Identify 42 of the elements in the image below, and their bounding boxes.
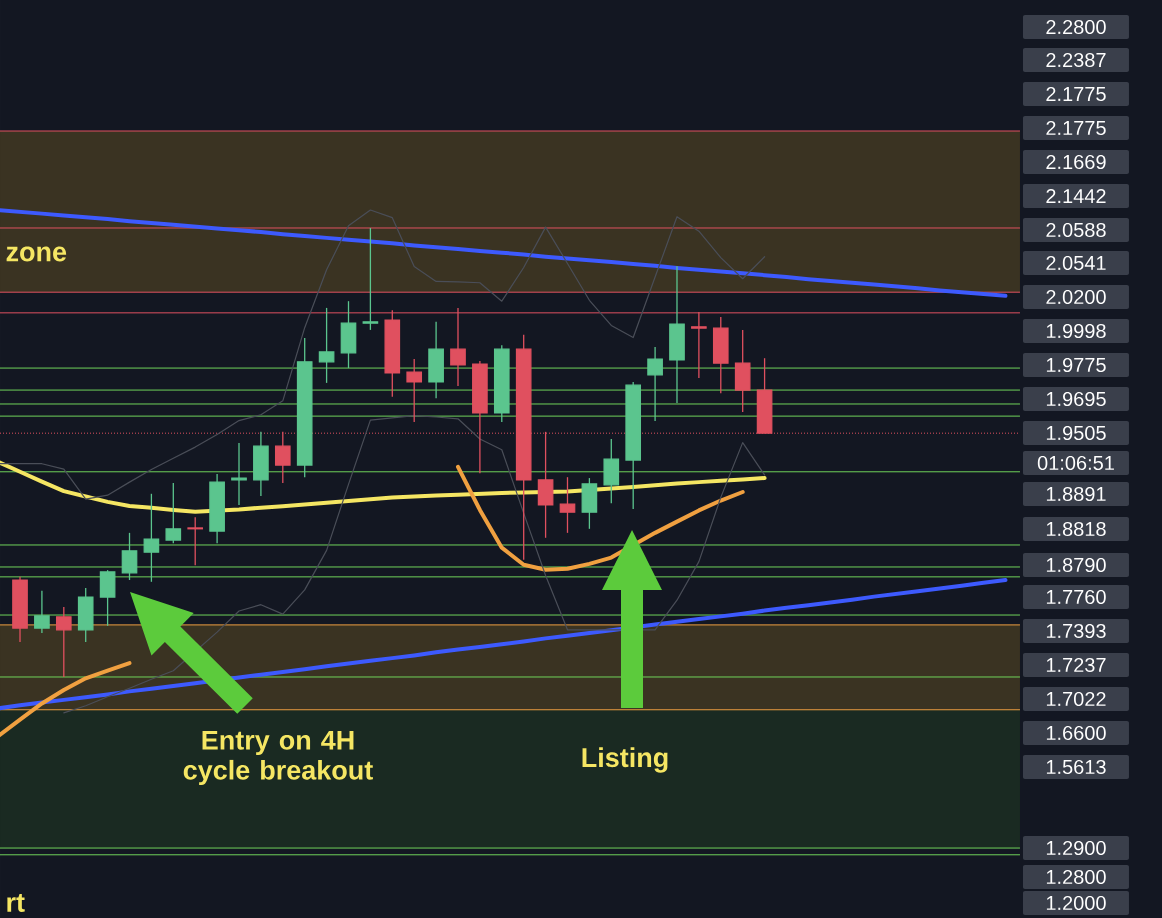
text: 1.7237 [1046, 657, 1106, 673]
annotation: zone [6, 246, 67, 262]
text: 01:06:51 [1037, 455, 1114, 471]
candlestick [121, 532, 138, 581]
text: 2.0588 [1046, 222, 1106, 238]
text: 2.2387 [1046, 52, 1106, 68]
text: 1.9695 [1046, 391, 1106, 407]
text: Listing [582, 747, 668, 773]
candlestick [406, 358, 423, 423]
text: Entry on 4H cycle breakout [183, 730, 373, 786]
text: 1.2000 [1046, 895, 1106, 911]
candlestick [559, 476, 576, 534]
text: 2.1775 [1046, 86, 1106, 102]
candlestick [318, 307, 335, 384]
text: 1.9505 [1046, 425, 1106, 441]
text: 1.6600 [1046, 725, 1106, 741]
text: 1.2800 [1046, 869, 1106, 885]
candlestick [647, 346, 663, 422]
text: 1.5613 [1046, 759, 1106, 775]
text: 2.0541 [1046, 255, 1106, 271]
candlestick [143, 493, 160, 583]
text: 1.7393 [1046, 623, 1106, 639]
text: 1.8818 [1046, 521, 1106, 537]
candlestick [165, 482, 182, 544]
text: 2.1669 [1046, 154, 1106, 170]
text: 1.9775 [1046, 357, 1106, 373]
text: 1.2900 [1046, 840, 1106, 856]
candlestick [55, 606, 72, 678]
text: 2.2800 [1046, 19, 1106, 35]
text: 2.0200 [1046, 289, 1106, 305]
text: 2.1775 [1046, 120, 1106, 136]
text: 1.8790 [1046, 557, 1106, 573]
candlestick [187, 516, 204, 566]
candlestick [231, 442, 247, 506]
candlestick [362, 227, 379, 331]
text: 1.9998 [1046, 323, 1106, 339]
text: 1.7760 [1046, 589, 1106, 605]
text: 2.1442 [1046, 189, 1106, 203]
text: rt [7, 894, 25, 912]
text: 1.8891 [1046, 486, 1106, 502]
text: 1.7022 [1046, 691, 1106, 707]
candlestick [34, 590, 50, 634]
